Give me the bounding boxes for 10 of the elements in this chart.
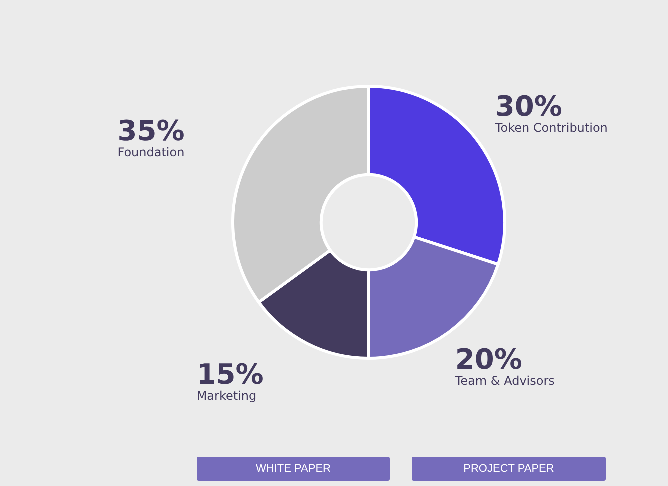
data-label: 35% [118,114,185,148]
slice-label: Marketing [196,388,257,403]
data-label: 15% [196,358,264,391]
data-label: 30% [495,90,562,124]
slice-label: Team & Advisors [454,374,555,388]
slice-label: Token Contribution [494,121,608,136]
text: PROJECT PAPER [412,457,606,481]
text: WHITE PAPER [197,457,390,481]
data-label: 20% [455,342,522,376]
slice-label: Foundation [118,145,185,160]
